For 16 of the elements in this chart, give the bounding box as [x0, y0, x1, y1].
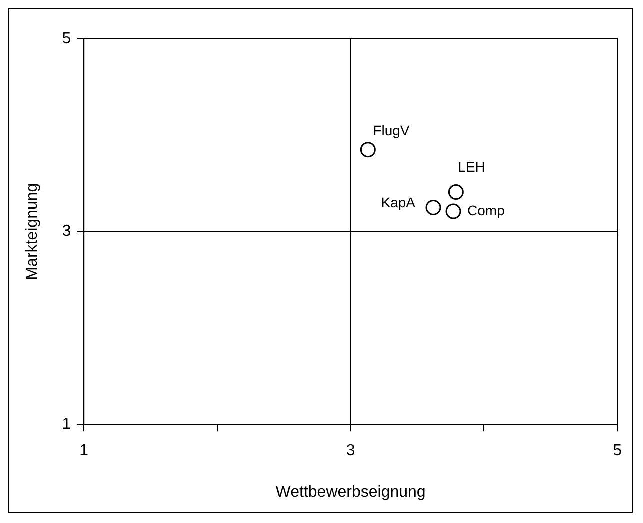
x-tick-label: 3 [346, 442, 356, 460]
x-tick-label: 5 [613, 442, 622, 460]
annotation: KapA [381, 194, 416, 211]
annotation: Comp [468, 202, 506, 218]
point [446, 204, 462, 220]
annotation: LEH [458, 159, 486, 176]
y-tick-label: 3 [62, 223, 72, 240]
x-tick-label: 1 [80, 442, 89, 460]
annotation: FlugV [373, 122, 410, 139]
x-axis-title: Wettbewerbseignung [276, 484, 426, 501]
y-tick-label: 5 [62, 30, 72, 48]
point [448, 184, 464, 200]
y-tick-label: 1 [62, 416, 72, 434]
point [426, 200, 442, 216]
y-axis-title: Markteignung [24, 183, 42, 280]
point [360, 142, 376, 158]
